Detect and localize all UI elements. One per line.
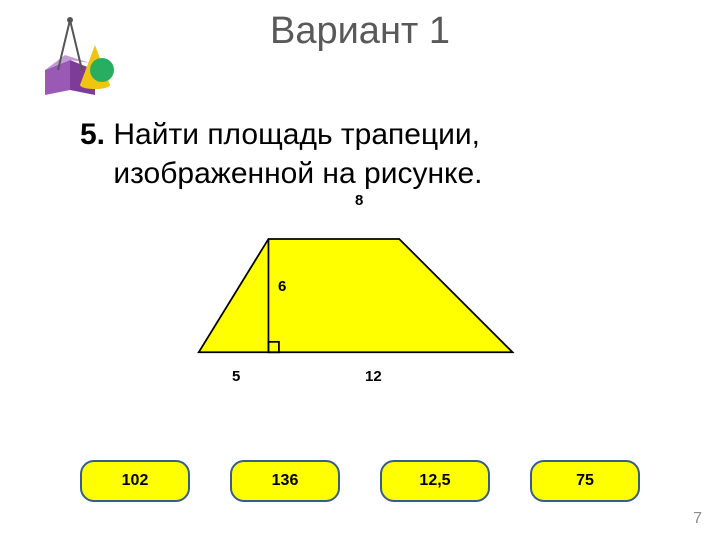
question-line1: Найти площадь трапеции, xyxy=(113,118,480,151)
label-height: 6 xyxy=(278,278,286,295)
label-bottom-left: 5 xyxy=(232,368,240,385)
answer-option-1[interactable]: 136 xyxy=(230,460,340,502)
answer-option-2[interactable]: 12,5 xyxy=(380,460,490,502)
question-number: 5. xyxy=(80,118,105,151)
answer-option-3[interactable]: 75 xyxy=(530,460,640,502)
math-tools-icon xyxy=(40,15,120,95)
label-top: 8 xyxy=(355,192,363,209)
answer-options: 102 136 12,5 75 xyxy=(80,460,640,502)
label-bottom-right: 12 xyxy=(365,368,382,385)
trapezoid-figure: 8 6 5 12 xyxy=(190,200,530,400)
question-text: 5. Найти площадь трапеции, изображенной … xyxy=(80,115,483,193)
page-number: 7 xyxy=(693,510,702,528)
question-line2: изображенной на рисунке. xyxy=(113,157,482,190)
answer-option-0[interactable]: 102 xyxy=(80,460,190,502)
